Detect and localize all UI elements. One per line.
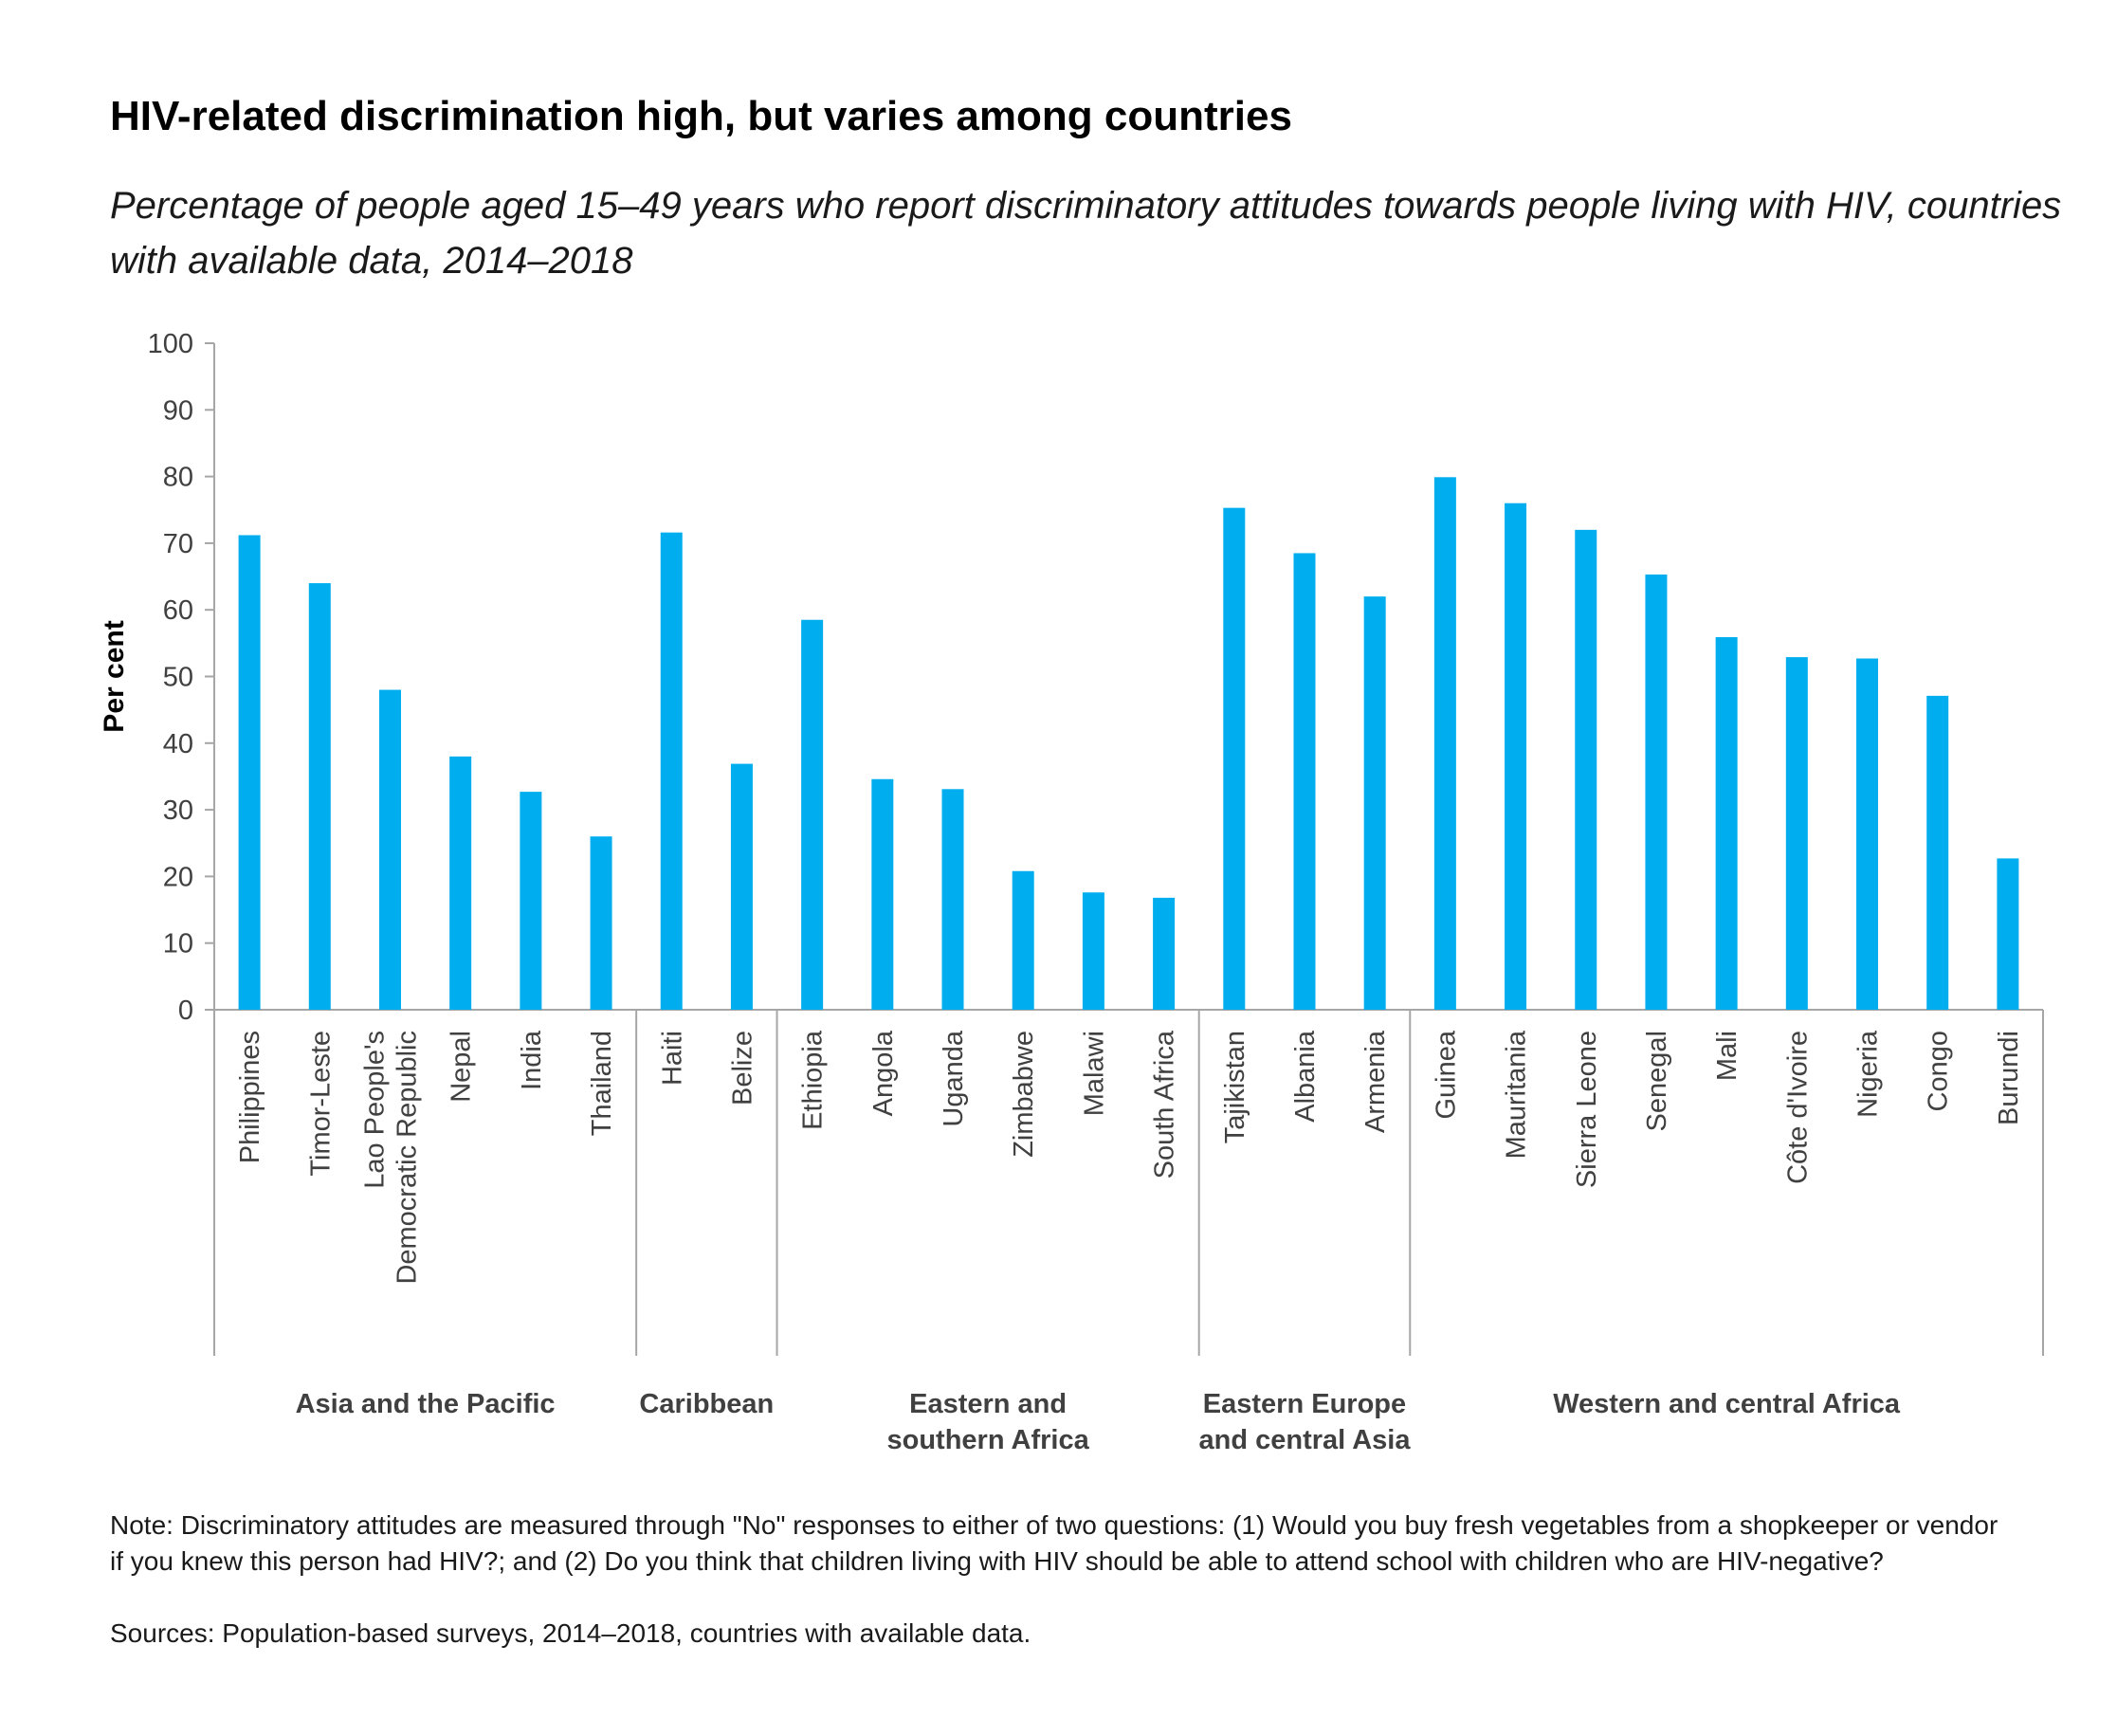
chart-subtitle: Percentage of people aged 15–49 years wh… [110,185,2062,282]
bar [1715,637,1738,1010]
category-label: Timor-Leste [305,1031,336,1177]
chart-source: Sources: Population-based surveys, 2014–… [110,1618,1031,1648]
bar [1012,870,1034,1010]
bar [941,789,964,1010]
y-tick-label: 100 [148,329,193,359]
category-label: Nepal [447,1031,477,1103]
group-label: Eastern Europe [1203,1389,1406,1419]
bar [238,535,261,1010]
bar [1785,657,1808,1010]
category-label: Ethiopia [798,1030,829,1130]
group-label: Eastern and [909,1389,1067,1419]
bar [1856,658,1879,1010]
category-label: South Africa [1150,1030,1180,1179]
group-label: Western and central Africa [1553,1389,1901,1419]
category-label: Belize [727,1031,757,1106]
category-label: Thailand [587,1031,617,1136]
y-axis-label: Per cent [99,620,130,732]
category-label: Burundi [1994,1031,2024,1125]
category-label: Nigeria [1853,1030,1884,1118]
chart-title: HIV-related discrimination high, but var… [110,93,1292,139]
y-tick-label: 10 [163,929,193,959]
bar [1153,897,1176,1010]
category-label: Sierra Leone [1572,1031,1602,1188]
bar [871,778,894,1010]
y-tick-label: 70 [163,529,193,559]
bar [1082,892,1104,1010]
bar [1997,858,2019,1010]
bar [1926,695,1949,1010]
bar [660,532,683,1010]
bar [308,583,331,1010]
category-label: Malawi [1079,1031,1109,1116]
category-label: Mali [1712,1031,1743,1081]
category-label: Philippines [235,1031,265,1163]
group-label: Caribbean [639,1389,774,1419]
bar [520,792,542,1010]
bar [730,763,753,1010]
bar [801,619,824,1010]
bar [449,756,472,1010]
y-tick-label: 0 [178,996,193,1026]
category-label: Democratic Republic [392,1031,422,1285]
category-label: India [517,1030,547,1090]
group-label: Asia and the Pacific [296,1389,556,1419]
bar [590,836,612,1010]
bar [1645,574,1668,1010]
y-tick-label: 60 [163,595,193,626]
group-label: and central Asia [1199,1425,1412,1455]
category-label: Haiti [657,1031,687,1086]
category-label: Uganda [939,1030,969,1126]
category-label: Lao People's [359,1031,390,1189]
category-label: Mauritania [1502,1030,1532,1159]
category-label: Tajikistan [1220,1031,1250,1143]
y-tick-label: 90 [163,395,193,426]
y-tick-label: 30 [163,795,193,826]
bar [378,689,401,1010]
category-label: Guinea [1431,1030,1461,1119]
category-label: Congo [1924,1031,1954,1111]
bar-chart: 0 10 20 30 40 50 60 70 80 90 100 Per cent Philippine… [99,329,2044,1455]
chart-note: Note: Discriminatory attitudes are measu… [110,1510,1998,1576]
y-tick-label: 50 [163,663,193,693]
y-tick-label: 40 [163,729,193,759]
bar [1575,529,1597,1010]
bar [1505,503,1527,1010]
category-label: Angola [868,1030,899,1116]
bar [1433,477,1456,1011]
bar [1293,553,1316,1010]
category-label: Armenia [1360,1030,1391,1133]
category-label: Albania [1290,1030,1321,1123]
category-label: Zimbabwe [1009,1031,1039,1158]
y-tick-label: 80 [163,463,193,493]
bar [1223,507,1246,1010]
y-tick-label: 20 [163,862,193,892]
group-label: southern Africa [886,1425,1089,1455]
category-label: Senegal [1642,1031,1672,1131]
bar [1363,596,1386,1010]
category-label: Côte d'Ivoire [1782,1031,1813,1184]
